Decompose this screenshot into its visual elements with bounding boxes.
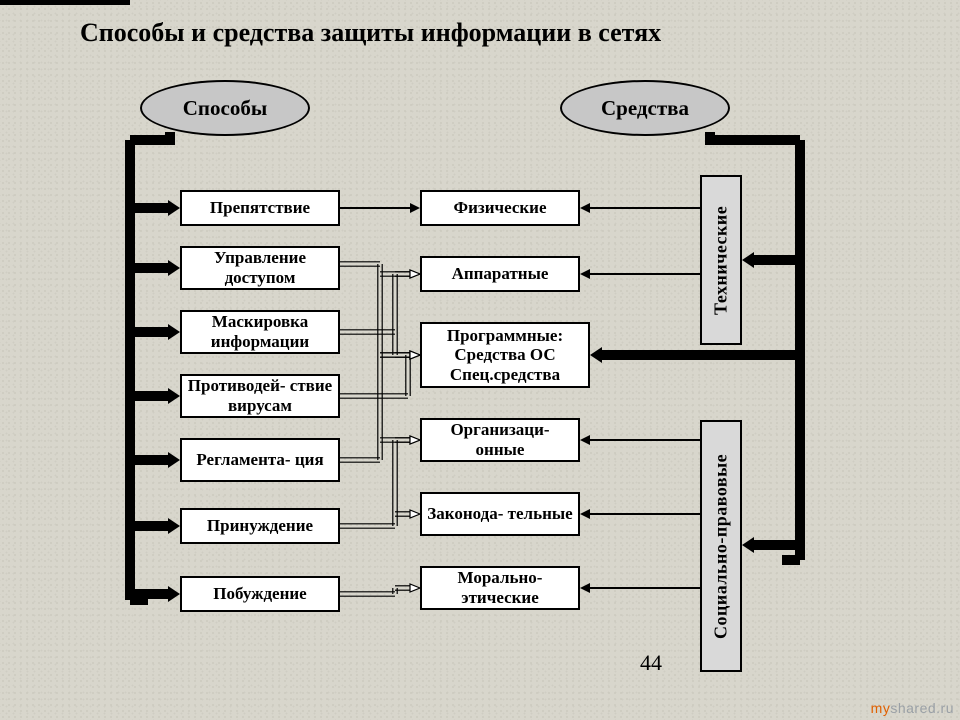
diagram-stage: Способы и средства защиты информации в с… xyxy=(0,0,960,720)
vbox-technical-label: Технические xyxy=(711,205,732,314)
box-masking-label: Маскировка информации xyxy=(186,312,334,351)
box-organizational: Организаци- онные xyxy=(420,418,580,462)
box-legal-label: Законода- тельные xyxy=(427,504,572,524)
box-antivirus: Противодей- ствие вирусам xyxy=(180,374,340,418)
box-legal: Законода- тельные xyxy=(420,492,580,536)
ellipse-methods: Способы xyxy=(140,80,310,136)
box-organizational-label: Организаци- онные xyxy=(426,420,574,459)
watermark-part2: shared.ru xyxy=(890,700,954,716)
box-obstacle: Препятствие xyxy=(180,190,340,226)
page-number: 44 xyxy=(640,650,662,676)
box-access-label: Управление доступом xyxy=(186,248,334,287)
box-motivation-label: Побуждение xyxy=(213,584,306,604)
box-hardware: Аппаратные xyxy=(420,256,580,292)
box-physical-label: Физические xyxy=(453,198,546,218)
ellipse-means: Средства xyxy=(560,80,730,136)
ellipse-methods-label: Способы xyxy=(183,96,267,121)
box-antivirus-label: Противодей- ствие вирусам xyxy=(186,376,334,415)
watermark-part1: my xyxy=(871,700,891,716)
box-hardware-label: Аппаратные xyxy=(452,264,549,284)
box-motivation: Побуждение xyxy=(180,576,340,612)
box-regulation-label: Регламента- ция xyxy=(196,450,323,470)
box-access: Управление доступом xyxy=(180,246,340,290)
vbox-technical: Технические xyxy=(700,175,742,345)
box-software: Программные: Средства ОС Спец.средства xyxy=(420,322,590,388)
watermark: myshared.ru xyxy=(871,700,954,716)
vbox-social-label: Социально-правовые xyxy=(711,453,732,638)
box-moral-label: Морально- этические xyxy=(426,568,574,607)
box-masking: Маскировка информации xyxy=(180,310,340,354)
ellipse-means-label: Средства xyxy=(601,96,689,121)
vbox-social: Социально-правовые xyxy=(700,420,742,672)
box-regulation: Регламента- ция xyxy=(180,438,340,482)
box-obstacle-label: Препятствие xyxy=(210,198,310,218)
box-coercion-label: Принуждение xyxy=(207,516,313,536)
box-software-label: Программные: Средства ОС Спец.средства xyxy=(426,326,584,385)
box-coercion: Принуждение xyxy=(180,508,340,544)
box-moral: Морально- этические xyxy=(420,566,580,610)
box-physical: Физические xyxy=(420,190,580,226)
